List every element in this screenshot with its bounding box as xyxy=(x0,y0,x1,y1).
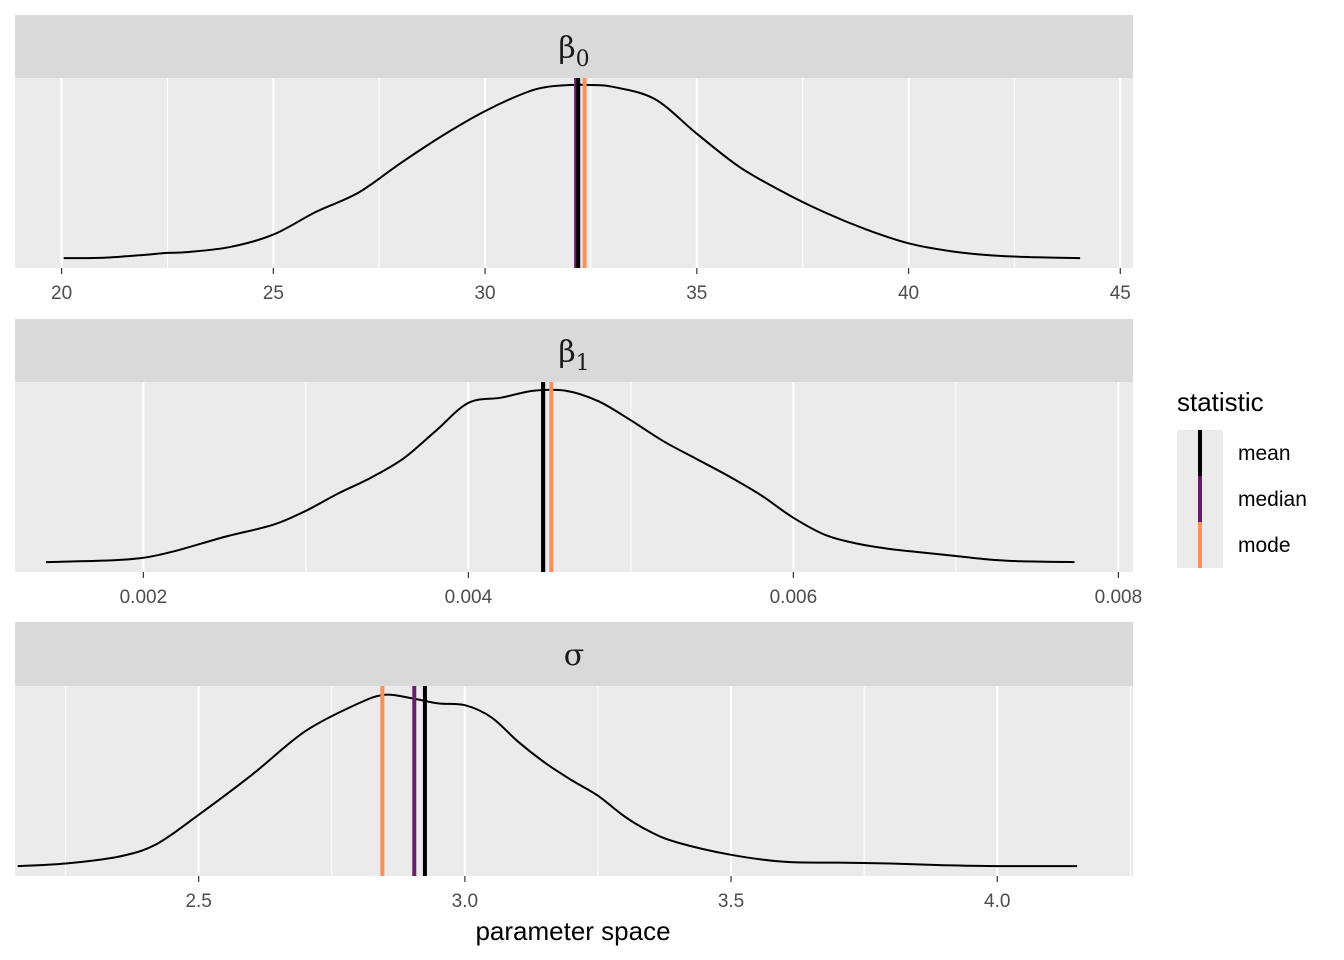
x-tick-label: 3.0 xyxy=(452,891,478,912)
x-tick-label: 0.008 xyxy=(1095,587,1143,608)
x-tick-label: 3.5 xyxy=(718,891,744,912)
x-tick-label: 20 xyxy=(51,283,72,304)
x-tick-label: 25 xyxy=(263,283,284,304)
facet-strip-label: β1 xyxy=(558,335,589,376)
facet-strip-label: σ xyxy=(564,638,584,673)
panel-background xyxy=(15,382,1133,572)
x-tick-label: 30 xyxy=(474,283,495,304)
x-tick-label: 35 xyxy=(686,283,707,304)
x-tick-label: 40 xyxy=(898,283,919,304)
facet-panel: σ 2.5 3.0 3.5 4.0 xyxy=(15,622,1133,912)
density-curve xyxy=(63,83,1081,260)
density-curve xyxy=(45,388,1075,564)
legend-title: statistic xyxy=(1177,387,1264,417)
strip-subscript: 0 xyxy=(576,47,590,72)
x-tick-label: 4.0 xyxy=(984,891,1010,912)
density-curve xyxy=(17,693,1078,868)
x-tick-label: 2.5 xyxy=(185,891,211,912)
strip-symbol: β xyxy=(558,31,575,66)
facet-strip xyxy=(15,319,1133,382)
legend-label: mode xyxy=(1238,534,1291,557)
strip-subscript: 1 xyxy=(576,351,590,376)
strip-symbol: σ xyxy=(564,638,584,673)
facet-panel: β1 0.002 0.004 0.006 0.008 xyxy=(15,319,1142,608)
x-tick-label: 45 xyxy=(1110,283,1131,304)
x-axis-title: parameter space xyxy=(475,916,670,946)
x-tick-label: 0.002 xyxy=(120,587,168,608)
facet-strip-label: β0 xyxy=(558,31,589,72)
facet-panel: β0 20 25 30 35 40 45 xyxy=(15,15,1133,304)
legend-label: median xyxy=(1238,488,1307,511)
strip-symbol: β xyxy=(558,335,575,370)
legend: statistic mean median mode xyxy=(1177,387,1307,568)
panel-background xyxy=(15,78,1133,268)
facet-strip xyxy=(15,622,1133,686)
legend-label: mean xyxy=(1238,442,1291,465)
x-tick-label: 0.006 xyxy=(770,587,818,608)
facet-strip xyxy=(15,15,1133,78)
x-tick-label: 0.004 xyxy=(445,587,493,608)
